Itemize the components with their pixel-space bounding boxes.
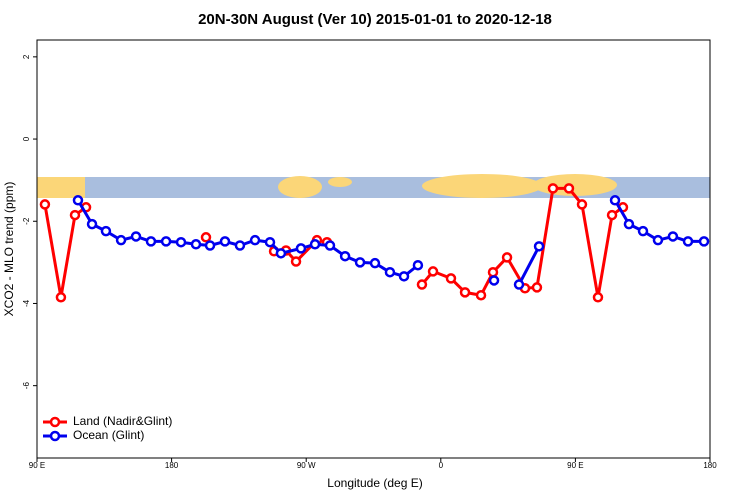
point	[39, 199, 51, 210]
point	[398, 271, 410, 282]
point	[72, 195, 84, 206]
x-tick-label: 90 W	[297, 461, 316, 470]
point	[384, 266, 396, 278]
plot-frame	[36, 39, 711, 459]
y-tick-label: 0	[22, 136, 31, 141]
point	[324, 240, 336, 251]
point	[513, 279, 525, 290]
point	[190, 239, 202, 250]
y-tick-label: -4	[22, 299, 31, 307]
point	[55, 292, 67, 303]
point	[563, 183, 575, 194]
point	[290, 256, 302, 267]
point	[275, 248, 287, 259]
point	[427, 266, 439, 277]
point	[609, 195, 621, 206]
y-axis-label: XCO2 - MLO trend (ppm)	[2, 182, 16, 317]
point	[488, 275, 500, 286]
x-tick-label: 0	[439, 461, 444, 470]
x-tick-label: 180	[165, 461, 179, 470]
point	[145, 236, 157, 247]
legend-marker	[49, 416, 61, 428]
point	[475, 289, 487, 301]
point	[295, 243, 307, 254]
point	[547, 183, 559, 194]
x-axis-label: Longitude (deg E)	[327, 476, 422, 490]
y-tick-label: -2	[22, 217, 31, 225]
point	[369, 257, 381, 269]
point	[234, 240, 246, 251]
point	[86, 218, 98, 230]
point	[354, 257, 366, 268]
point	[200, 232, 212, 243]
point	[264, 236, 276, 248]
x-tick-label: 90 E	[567, 461, 583, 470]
map-strip	[37, 174, 710, 198]
x-tick-label: 90 E	[29, 461, 45, 470]
point	[204, 240, 216, 251]
point	[249, 234, 261, 246]
point	[412, 259, 424, 271]
point	[623, 218, 635, 230]
point	[487, 266, 499, 278]
point	[219, 236, 231, 247]
point	[339, 250, 351, 262]
y-tick-label: 2	[22, 54, 31, 59]
point	[115, 234, 127, 246]
legend-label: Ocean (Glint)	[73, 428, 144, 442]
chart-title: 20N-30N August (Ver 10) 2015-01-01 to 20…	[198, 11, 552, 28]
legend-label: Land (Nadir&Glint)	[73, 414, 172, 428]
point	[459, 287, 471, 298]
point	[130, 231, 142, 242]
point	[533, 241, 545, 252]
point	[69, 209, 81, 221]
legend-marker	[49, 430, 61, 442]
x-tick-label: 180	[703, 461, 717, 470]
point	[531, 282, 543, 293]
point	[445, 273, 457, 284]
point	[698, 236, 710, 247]
point	[606, 209, 618, 221]
point	[501, 252, 513, 263]
point	[309, 239, 321, 250]
y-tick-label: -6	[22, 382, 31, 390]
point	[100, 225, 112, 237]
point	[682, 236, 694, 247]
point	[637, 225, 649, 237]
point	[416, 279, 428, 290]
point	[576, 199, 588, 210]
point	[652, 234, 664, 246]
point	[667, 231, 679, 242]
point	[160, 236, 172, 247]
point	[592, 292, 604, 303]
point	[175, 236, 187, 248]
